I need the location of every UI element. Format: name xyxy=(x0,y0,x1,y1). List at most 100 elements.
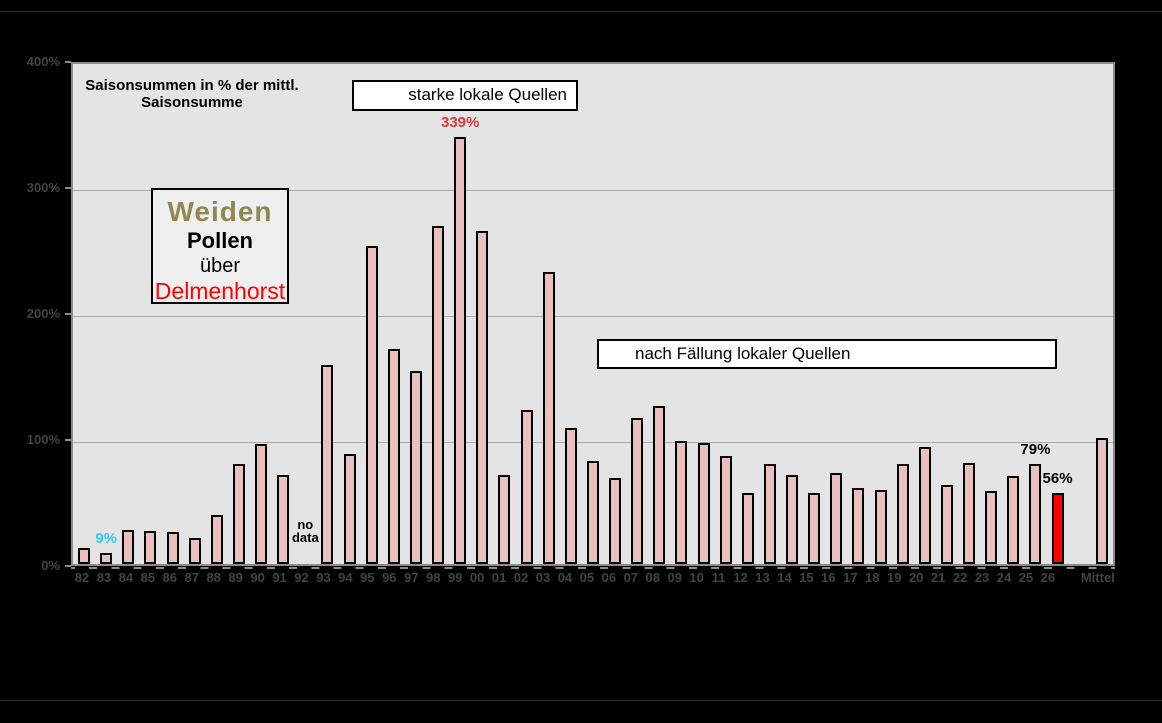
value-label-99: 339% xyxy=(441,113,480,131)
bar-14 xyxy=(786,475,799,564)
x-label-25: 25 xyxy=(1018,570,1034,585)
slot-91 xyxy=(272,64,294,564)
bar-88 xyxy=(210,515,223,564)
annotation-after-felling: nach Fällung lokaler Quellen xyxy=(597,339,1057,369)
bar-08 xyxy=(653,406,666,564)
x-label-95: 95 xyxy=(360,570,375,585)
bar-12 xyxy=(741,493,754,564)
bar-87 xyxy=(188,538,201,564)
x-label-98: 98 xyxy=(425,570,441,585)
x-label-19: 19 xyxy=(887,570,902,585)
bar-22 xyxy=(963,463,976,564)
x-label-06: 06 xyxy=(601,570,617,585)
bar-89 xyxy=(232,464,245,564)
bar-99 xyxy=(454,137,467,564)
bar-91 xyxy=(277,475,290,564)
bar-11 xyxy=(719,456,732,564)
slot-16 xyxy=(825,64,847,564)
bar-83 xyxy=(100,553,113,564)
slot-10 xyxy=(693,64,715,564)
x-label-97: 97 xyxy=(404,570,419,585)
bar-03 xyxy=(542,272,555,564)
slot-25: 79% xyxy=(1020,64,1050,564)
slot-08 xyxy=(648,64,670,564)
x-label-13: 13 xyxy=(755,570,770,585)
y-tick-100 xyxy=(65,439,71,441)
bar-23 xyxy=(985,491,998,564)
gridline-300 xyxy=(73,190,1113,191)
slot-96 xyxy=(383,64,405,564)
bar-21 xyxy=(940,485,953,564)
slot-83: 9% xyxy=(95,64,117,564)
bar-02 xyxy=(520,410,533,564)
x-label-Mittel: Mittel xyxy=(1080,570,1115,585)
bar-24 xyxy=(1007,476,1020,564)
legend-station: Delmenhorst xyxy=(154,278,286,304)
gridline-100 xyxy=(73,442,1113,443)
bar-16 xyxy=(830,473,843,564)
slot-88 xyxy=(206,64,228,564)
x-label-14: 14 xyxy=(777,570,792,585)
bar-13 xyxy=(763,464,776,564)
x-label-09: 09 xyxy=(667,570,682,585)
bar-07 xyxy=(631,418,644,564)
bar-25 xyxy=(1029,464,1042,564)
slot-93 xyxy=(316,64,338,564)
value-label-25: 79% xyxy=(1020,441,1051,459)
bar-97 xyxy=(409,371,422,564)
bar-82 xyxy=(78,548,91,564)
x-label-92: 92 xyxy=(294,570,309,585)
slot-05 xyxy=(582,64,604,564)
bar-93 xyxy=(321,365,334,564)
slot-20 xyxy=(914,64,936,564)
bar-09 xyxy=(675,441,688,564)
bar-26 xyxy=(1051,493,1064,564)
slot-18 xyxy=(870,64,892,564)
slot-90 xyxy=(250,64,272,564)
slot-94 xyxy=(339,64,361,564)
bar-04 xyxy=(564,428,577,564)
x-label-82: 82 xyxy=(74,570,90,585)
x-label-93: 93 xyxy=(316,570,331,585)
slot-13 xyxy=(759,64,781,564)
x-label-08: 08 xyxy=(645,570,660,585)
slot-17 xyxy=(847,64,869,564)
gridline-200 xyxy=(73,316,1113,317)
slide-bottom-border xyxy=(0,700,1162,701)
slot-03 xyxy=(538,64,560,564)
slot-06 xyxy=(604,64,626,564)
chart-title-line-2: Saisonsumme xyxy=(141,94,243,111)
x-axis-tick-marks xyxy=(71,567,1115,569)
x-label-03: 03 xyxy=(535,570,551,585)
legend-ueber: über xyxy=(199,255,241,277)
slot-02 xyxy=(516,64,538,564)
slot-22 xyxy=(958,64,980,564)
x-label-87: 87 xyxy=(184,570,199,585)
x-label-15: 15 xyxy=(799,570,814,585)
slot-spacer xyxy=(1069,64,1091,564)
x-label-07: 07 xyxy=(623,570,639,585)
x-label-91: 91 xyxy=(272,570,287,585)
slot-14 xyxy=(781,64,803,564)
slot-04 xyxy=(560,64,582,564)
bar-Mittel xyxy=(1095,438,1108,564)
slot-19 xyxy=(892,64,914,564)
slot-23 xyxy=(980,64,1002,564)
x-label-85: 85 xyxy=(140,570,156,585)
x-label-94: 94 xyxy=(338,570,353,585)
slot-00 xyxy=(471,64,493,564)
bar-18 xyxy=(874,490,887,564)
plot-area: 9% no data 339% 79% 56% xyxy=(71,62,1115,566)
bar-19 xyxy=(896,464,909,564)
slot-95 xyxy=(361,64,383,564)
x-label-12: 12 xyxy=(733,570,748,585)
chart-title-line-1: Saisonsummen in % der mittl. xyxy=(85,77,299,94)
slot-07 xyxy=(626,64,648,564)
slot-97 xyxy=(405,64,427,564)
slot-11 xyxy=(715,64,737,564)
x-label-21: 21 xyxy=(930,570,946,585)
legend-box: Weiden Pollen über Delmenhorst xyxy=(151,188,289,304)
slot-01 xyxy=(493,64,515,564)
x-label-17: 17 xyxy=(843,570,858,585)
value-label-83: 9% xyxy=(95,529,118,547)
